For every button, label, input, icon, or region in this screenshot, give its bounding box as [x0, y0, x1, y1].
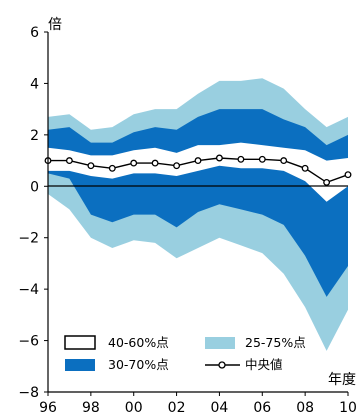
median-point	[130, 159, 138, 167]
band-40-60	[48, 142, 348, 202]
legend-swatch-25-75	[205, 337, 235, 349]
x-tick-label: 08	[296, 400, 314, 416]
legend-label-median: 中央値	[245, 357, 283, 372]
median-point	[87, 162, 95, 170]
median-point	[280, 157, 288, 165]
axes	[47, 32, 348, 393]
y-tick-label: 4	[30, 76, 39, 92]
y-tick-label: −2	[18, 231, 39, 247]
legend-swatch-40-60	[64, 335, 96, 350]
median-point	[151, 159, 159, 167]
y-axis-unit: 倍	[48, 17, 62, 33]
y-tick-label: 2	[30, 128, 39, 144]
median-point	[173, 162, 181, 170]
median-point	[194, 157, 202, 165]
median-point	[215, 154, 223, 162]
median-series	[44, 154, 352, 186]
x-axis-unit: 年度	[328, 372, 356, 388]
x-tick-label: 10	[339, 400, 357, 416]
median-point	[108, 164, 116, 172]
legend-label-25-75: 25-75%点	[245, 335, 306, 350]
y-tick-label: −4	[18, 282, 39, 298]
legend-label-30-70: 30-70%点	[108, 357, 169, 372]
y-tick-label: 0	[30, 179, 39, 195]
x-ticks: 96 98 00 02 04 06 08 10	[39, 392, 357, 416]
median-point	[258, 155, 266, 163]
y-tick-label: −6	[18, 334, 39, 350]
x-tick-label: 98	[82, 400, 100, 416]
x-tick-label: 02	[168, 400, 186, 416]
median-point	[344, 171, 352, 179]
x-tick-label: 04	[211, 400, 229, 416]
percentile-bands	[48, 78, 348, 351]
median-point	[65, 157, 73, 165]
legend-marker-median	[218, 361, 226, 369]
x-tick-label: 00	[125, 400, 143, 416]
x-tick-label: 06	[253, 400, 271, 416]
median-point	[237, 155, 245, 163]
legend-label-40-60: 40-60%点	[108, 335, 169, 350]
y-tick-label: −8	[18, 385, 39, 401]
legend: 40-60%点 25-75%点 30-70%点 中央値	[64, 335, 306, 372]
median-point	[323, 178, 331, 186]
median-point	[301, 164, 309, 172]
x-tick-label: 96	[39, 400, 57, 416]
y-ticks: 6 4 2 0 −2 −4 −6 −8	[18, 25, 48, 401]
legend-swatch-30-70	[65, 359, 95, 371]
y-tick-label: 6	[30, 25, 39, 41]
